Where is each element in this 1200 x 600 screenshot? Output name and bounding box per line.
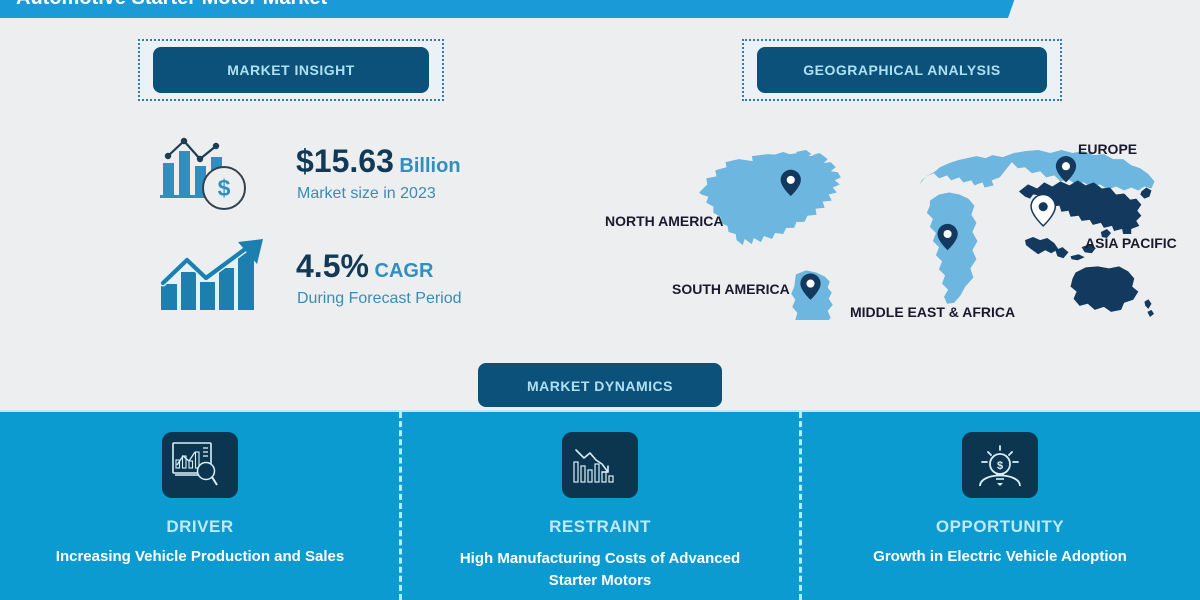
svg-text:$: $ [997,460,1003,472]
svg-text:$: $ [218,175,231,201]
